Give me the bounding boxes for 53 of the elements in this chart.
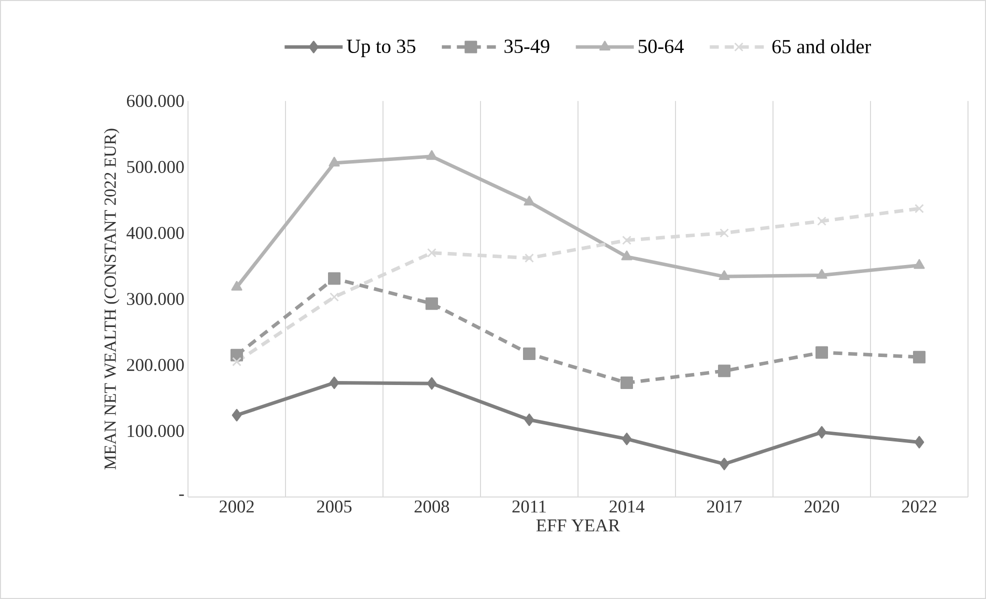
legend-label: 65 and older [772,39,871,54]
y-tick-label: - [179,494,184,496]
point [816,426,827,439]
point [524,196,535,206]
y-axis-title: MEAN NET WEALTH (CONSTANT 2022 EUR) [104,128,120,470]
point [328,156,340,167]
x-tick-label: 2005 [317,500,352,513]
point [524,253,534,263]
x-tick-label: 2020 [804,500,840,513]
point [718,364,731,378]
point [426,377,437,390]
y-tick-label: 600.000 [126,94,184,108]
y-tick-label: 400.000 [126,226,184,240]
point [914,259,925,269]
point [719,458,730,470]
x-tick-label: 2008 [414,500,450,513]
point [622,432,632,446]
point [620,376,634,390]
x-tick-label: 2002 [220,500,254,513]
point [232,408,242,422]
point [621,250,632,260]
y-tick-label: 300.000 [127,292,184,306]
x-tick-label: 2017 [707,500,742,513]
point [914,204,924,214]
legend-label: Up to 35 [346,40,416,58]
point [330,292,339,302]
point [329,376,340,390]
point [523,348,536,360]
legend-label: 50-64 [638,40,684,54]
legend-label: 35-49 [504,40,550,54]
point [914,436,924,448]
point [816,268,828,279]
x-tick-label: 2011 [512,500,546,513]
y-tick-label: 200.000 [126,358,184,372]
x-axis-title: EFF YEAR [536,519,620,532]
point [524,414,534,426]
point [913,350,926,364]
point [718,270,730,280]
point [231,280,242,291]
y-tick-label: 100.000 [128,424,184,438]
y-tick-label: 500.000 [127,160,184,174]
point [328,272,341,285]
point [426,150,438,160]
x-tick-label: 2014 [610,500,644,513]
point [427,248,436,258]
point [426,297,438,310]
point [817,216,826,226]
point [816,346,828,359]
point [622,236,632,245]
point [720,228,729,238]
point [232,357,242,366]
x-tick-label: 2022 [902,500,936,513]
point [230,348,244,362]
